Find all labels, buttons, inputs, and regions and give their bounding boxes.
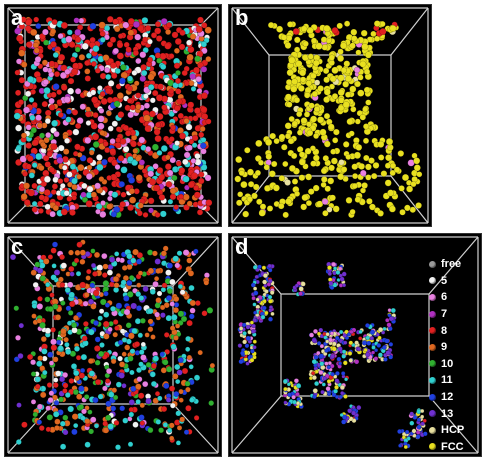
legend-item-11: 11 [429,372,481,389]
legend-item-6: 6 [429,289,481,306]
legend-swatch [429,293,436,301]
legend-item-13: 13 [429,405,481,422]
legend-swatch [429,343,436,351]
panel-a-label: a [11,5,24,30]
legend-swatch [429,393,436,401]
legend-label: free [441,258,462,271]
legend-item-free: free [429,256,481,273]
legend-label: 13 [441,407,454,420]
legend-label: 12 [441,391,454,404]
legend-swatch [429,443,436,451]
legend-swatch [429,426,436,434]
panel-c: c [4,233,222,457]
legend-item-7: 7 [429,306,481,323]
legend-label: 10 [441,357,454,370]
panel-b-label: b [235,5,249,30]
legend-swatch [429,360,436,368]
legend-item-fcc: FCC [429,439,481,456]
legend: free 5 6 7 8 9 10 11 12 13 HCP FCC [429,256,481,455]
panel-b-particles [231,7,429,224]
panel-d: d free 5 6 7 8 9 10 11 12 13 HCP FCC [228,233,482,457]
legend-label: 6 [441,291,448,304]
panel-c-particles [7,236,219,454]
legend-item-5: 5 [429,273,481,290]
legend-swatch [429,327,436,335]
panel-c-label: c [11,234,24,259]
legend-label: FCC [441,440,464,453]
legend-label: 9 [441,341,448,354]
panel-a: a [4,4,222,227]
legend-item-10: 10 [429,356,481,373]
legend-swatch [429,376,436,384]
panel-b: b [228,4,432,227]
panel-a-particles [7,7,219,224]
legend-swatch [429,277,436,285]
legend-item-hcp: HCP [429,422,481,439]
panel-d-label: d [235,234,249,259]
legend-item-9: 9 [429,339,481,356]
legend-swatch [429,310,436,318]
legend-swatch [429,260,436,268]
legend-label: 7 [441,308,448,321]
panel-d-particles [231,236,479,454]
legend-item-12: 12 [429,389,481,406]
legend-label: 11 [441,374,453,387]
legend-swatch [429,410,436,418]
legend-label: 8 [441,324,448,337]
legend-label: HCP [441,424,465,437]
legend-item-8: 8 [429,322,481,339]
legend-label: 5 [441,274,448,287]
